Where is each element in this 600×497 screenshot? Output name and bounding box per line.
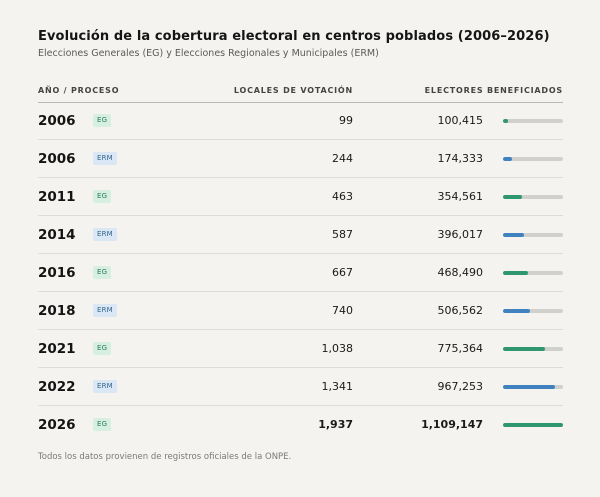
process-badge: ERM [93,152,117,165]
process-badge: EG [93,114,112,127]
process-badge: EG [93,418,112,431]
row-electores: 100,415 [437,114,484,127]
table-row: 2026 EG 1,937 1,109,147 [38,406,563,443]
row-locales: 1,341 [321,380,354,393]
header-year-process: AÑO / PROCESO [38,86,120,95]
row-locales: 244 [332,152,353,165]
row-year: 2026 [38,417,76,433]
row-electores: 468,490 [437,266,484,279]
chart-title: Evolución de la cobertura electoral en c… [38,29,550,44]
row-year: 2014 [38,227,76,243]
process-badge: ERM [93,380,117,393]
row-locales: 1,937 [318,418,353,431]
electores-bar [503,309,530,313]
electores-bar-track [503,157,563,161]
table-row: 2006 EG 99 100,415 [38,102,563,140]
electores-bar [503,157,512,161]
table-row: 2011 EG 463 354,561 [38,178,563,216]
table-row: 2006 ERM 244 174,333 [38,140,563,178]
electores-bar [503,423,563,427]
table-body: 2006 EG 99 100,415 2006 ERM 244 174,333 2011 EG 46… [38,102,563,443]
table-row: 2021 EG 1,038 775,364 [38,330,563,368]
row-year: 2018 [38,303,76,319]
process-badge: ERM [93,228,117,241]
electores-bar-track [503,271,563,275]
row-year: 2006 [38,113,76,129]
row-electores: 775,364 [437,342,484,355]
row-electores: 396,017 [437,228,484,241]
table-row: 2018 ERM 740 506,562 [38,292,563,330]
electores-bar-track [503,385,563,389]
table-row: 2016 EG 667 468,490 [38,254,563,292]
row-year: 2022 [38,379,76,395]
row-locales: 667 [332,266,353,279]
row-locales: 740 [332,304,353,317]
electores-bar [503,347,545,351]
electores-bar [503,119,508,123]
row-year: 2011 [38,189,76,205]
electores-bar-track [503,347,563,351]
row-electores: 1,109,147 [421,418,483,431]
electores-bar-track [503,423,563,427]
row-electores: 967,253 [437,380,484,393]
electores-bar [503,271,528,275]
row-electores: 174,333 [437,152,484,165]
electores-bar [503,385,555,389]
process-badge: EG [93,342,112,355]
process-badge: ERM [93,304,117,317]
table-row: 2014 ERM 587 396,017 [38,216,563,254]
header-electores: ELECTORES BENEFICIADOS [424,86,563,95]
electores-bar-track [503,309,563,313]
row-year: 2021 [38,341,76,357]
electores-bar-track [503,119,563,123]
header-locales: LOCALES DE VOTACIÓN [233,86,353,95]
process-badge: EG [93,190,112,203]
row-locales: 463 [332,190,353,203]
row-locales: 1,038 [321,342,354,355]
table-row: 2022 ERM 1,341 967,253 [38,368,563,406]
row-electores: 354,561 [437,190,484,203]
electores-bar-track [503,233,563,237]
row-year: 2016 [38,265,76,281]
footnote: Todos los datos provienen de registros o… [38,452,292,462]
electores-bar [503,195,522,199]
electores-bar [503,233,524,237]
process-badge: EG [93,266,112,279]
chart-subtitle: Elecciones Generales (EG) y Elecciones R… [38,48,379,59]
row-year: 2006 [38,151,76,167]
row-electores: 506,562 [437,304,484,317]
row-locales: 99 [339,114,353,127]
row-locales: 587 [332,228,353,241]
table-header: AÑO / PROCESO LOCALES DE VOTACIÓN ELECTO… [38,86,563,103]
electores-bar-track [503,195,563,199]
